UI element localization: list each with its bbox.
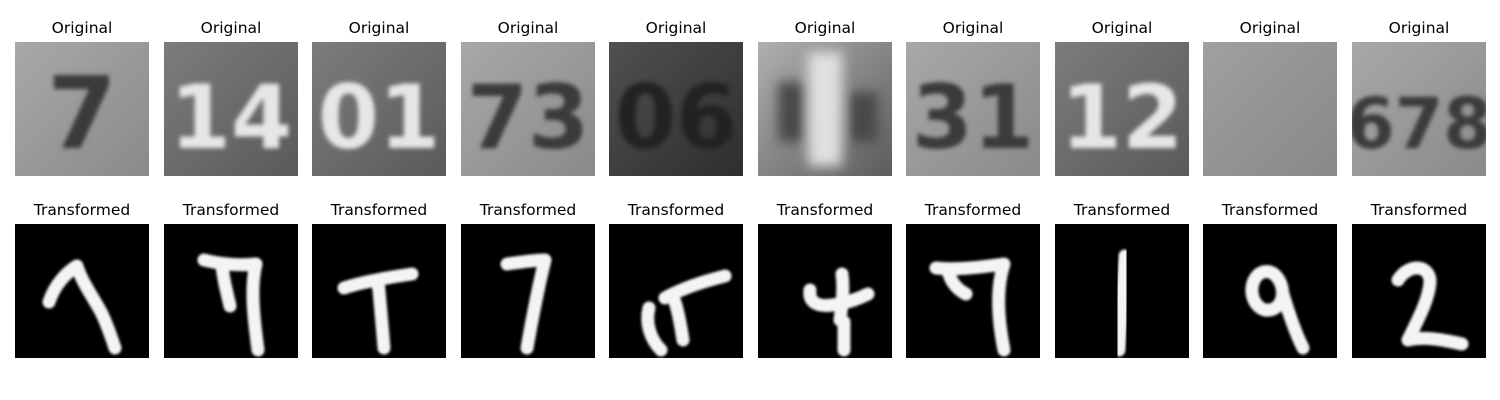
original-digits: 678 [1352,83,1486,165]
transformed-image [461,224,595,358]
original-digits: 7 [47,55,117,172]
original-image: 12 [1055,42,1189,176]
transformed-digit-stroke [337,267,419,355]
original-image: 06 [609,42,743,176]
transformed-title: Transformed [627,201,725,219]
original-title: Original [497,19,559,37]
transformed-digit-stroke [929,257,1011,357]
original-title: Original [1388,19,1450,37]
transformed-digit-stroke [641,269,732,357]
transformed-image [609,224,743,358]
original-digits: 12 [1061,66,1183,169]
original-digits: 73 [467,66,589,169]
transformed-image [1055,224,1189,358]
original-image: 01 [312,42,446,176]
transformed-digit-stroke [500,253,552,355]
original-title: Original [645,19,707,37]
original-image: 14 [164,42,298,176]
original-image: 73 [461,42,595,176]
original-image: 31 [906,42,1040,176]
transformed-image [906,224,1040,358]
original-title: Original [51,19,113,37]
original-title: Original [1091,19,1153,37]
original-digits: 01 [318,66,440,169]
transformed-title: Transformed [330,201,428,219]
transformed-digit-stroke [803,267,875,357]
original-digits: 31 [912,66,1034,169]
transformed-image [15,224,149,358]
transformed-image [164,224,298,358]
transformed-title: Transformed [182,201,280,219]
original-title: Original [794,19,856,37]
transformed-image [312,224,446,358]
transformed-image [1352,224,1486,358]
original-image [1203,42,1337,176]
transformed-title: Transformed [33,201,131,219]
original-title: Original [200,19,262,37]
transformed-title: Transformed [479,201,577,219]
transformed-digit-stroke [1112,249,1132,357]
transformed-image [758,224,892,358]
original-digits: 14 [170,66,292,169]
transformed-image [1203,224,1337,358]
original-image [758,42,892,176]
original-image: 7 [15,42,149,176]
original-title: Original [942,19,1004,37]
transformed-digit-stroke [1391,261,1469,351]
transformed-digit-stroke [42,259,122,355]
original-digits: 06 [615,66,737,169]
original-title: Original [348,19,410,37]
transformed-title: Transformed [1370,201,1468,219]
transformed-title: Transformed [1221,201,1319,219]
original-image: 678 [1352,42,1486,176]
transformed-digit-stroke [1245,265,1310,355]
transformed-title: Transformed [776,201,874,219]
transformed-digit-stroke [197,253,265,357]
transformed-title: Transformed [1073,201,1171,219]
original-title: Original [1239,19,1301,37]
transformed-title: Transformed [924,201,1022,219]
